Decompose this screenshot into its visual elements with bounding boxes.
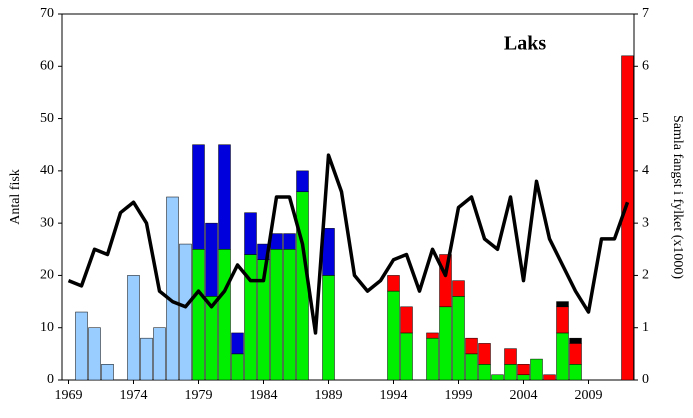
line <box>67 153 630 335</box>
bar-segment <box>205 222 218 297</box>
bar-segment <box>127 275 140 381</box>
y2-tick-label: 0 <box>642 372 649 387</box>
x-tick-label: 1994 <box>380 388 408 403</box>
y-tick-label: 40 <box>40 163 54 178</box>
bar-segment <box>296 170 309 193</box>
y-tick-label: 20 <box>40 268 54 283</box>
y2-tick-label: 4 <box>642 163 649 178</box>
x-tick-label: 1974 <box>120 388 148 403</box>
bar-segment <box>218 249 231 381</box>
y-tick-label: 50 <box>40 111 54 126</box>
bar-segment <box>75 311 88 381</box>
y2-tick-label: 7 <box>642 6 649 21</box>
bar-segment <box>153 327 166 381</box>
y-tick-label: 60 <box>40 59 54 74</box>
bar-segment <box>556 306 569 334</box>
bar-segment <box>140 337 153 381</box>
x-tick-label: 1979 <box>185 388 213 403</box>
bar-segment <box>426 337 439 381</box>
bar-segment <box>205 296 218 381</box>
bar-segment <box>322 275 335 381</box>
bar-segment <box>491 374 504 381</box>
bar-segment <box>231 353 244 381</box>
chart-title: Laks <box>504 33 546 55</box>
bar-segment <box>231 332 244 355</box>
bar-segment <box>166 196 179 381</box>
plot-frame <box>61 13 635 381</box>
bar-segment <box>569 364 582 381</box>
bar-segment <box>192 144 205 250</box>
bar-segment <box>387 290 400 381</box>
bar-segment <box>400 306 413 334</box>
y-tick-label: 70 <box>40 6 54 21</box>
bar-segment <box>400 332 413 381</box>
bar-segment <box>439 306 452 381</box>
bar-segment <box>270 233 283 250</box>
x-tick-label: 1984 <box>250 388 278 403</box>
y2-tick-label: 1 <box>642 320 649 335</box>
bar-segment <box>504 348 517 365</box>
bar-segment <box>569 337 582 344</box>
bar-segment <box>569 343 582 365</box>
bar-segment <box>88 327 101 381</box>
x-tick-label: 2009 <box>575 388 603 403</box>
bar-segment <box>452 280 465 297</box>
y2-axis-label: Samla fangst i fylket (x1000) <box>670 115 685 279</box>
bar-segment <box>244 212 257 255</box>
bar-segment <box>452 296 465 381</box>
y2-tick-label: 3 <box>642 215 649 230</box>
bar-segment <box>296 191 309 381</box>
bar-segment <box>179 243 192 381</box>
bar-segment <box>543 374 556 381</box>
y2-tick-label: 2 <box>642 268 649 283</box>
x-tick-label: 1999 <box>445 388 473 403</box>
bar-segment <box>283 233 296 250</box>
y-tick-label: 10 <box>40 320 54 335</box>
bar-segment <box>387 275 400 292</box>
bar-segment <box>530 358 543 381</box>
y2-tick-label: 6 <box>642 59 649 74</box>
y2-tick-label: 5 <box>642 111 649 126</box>
bar-segment <box>517 374 530 381</box>
y-axis-label: Antal fisk <box>8 169 23 225</box>
bar-segment <box>192 249 205 381</box>
bar-segment <box>517 364 530 376</box>
bar-segment <box>478 343 491 365</box>
bar-segment <box>283 249 296 381</box>
x-tick-label: 2004 <box>510 388 538 403</box>
bar-segment <box>218 144 231 250</box>
bar-segment <box>270 249 283 381</box>
bar-segment <box>556 332 569 381</box>
bar-segment <box>478 364 491 381</box>
bar-segment <box>504 364 517 381</box>
y-tick-label: 30 <box>40 215 54 230</box>
bar-segment <box>465 353 478 381</box>
bar-segment <box>439 254 452 308</box>
bar-segment <box>426 332 439 339</box>
y-tick-label: 0 <box>47 372 54 387</box>
x-tick-label: 1989 <box>315 388 343 403</box>
x-tick-label: 1969 <box>55 388 83 403</box>
bar-segment <box>101 364 114 381</box>
bar-segment <box>556 301 569 308</box>
bar-segment <box>465 337 478 355</box>
